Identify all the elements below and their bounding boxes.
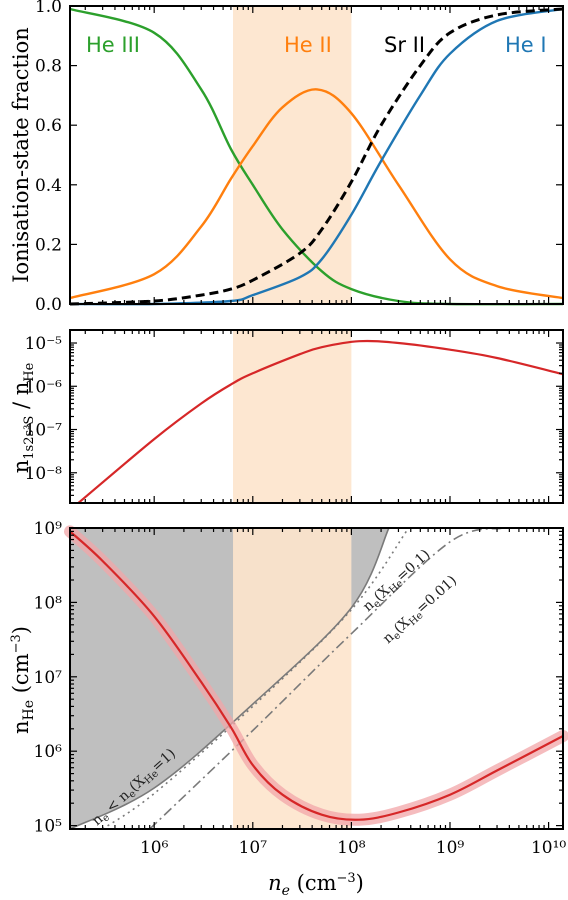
series-label-he2: He II [284,33,332,57]
y-tick-label: 10⁻⁸ [25,464,63,484]
x-tick-label: 10⁹ [436,838,465,858]
y-tick-label: 10⁻⁷ [25,421,63,441]
panel-metastable: 10⁻⁸ 10⁻⁷ 10⁻⁶ 10⁻⁵ n1s2s³S / nHe [9,329,564,504]
y-tick-label: 10⁸ [34,593,63,613]
series-label-sr2: Sr II [384,33,425,57]
x-tick-label: 10⁸ [337,838,366,858]
x-tick-label: 10⁶ [140,838,169,858]
y-tick-label: 0.0 [35,295,62,315]
axes-frame-density [69,527,564,830]
series-line-helium-density [69,530,564,821]
y-tick-label: 10⁵ [34,817,63,837]
highlight-band [233,330,352,503]
axes-frame-metastable [69,329,564,504]
series-label-he1: He I [505,33,547,57]
y-tick-label: 10⁹ [34,519,63,539]
y-tick-label: 10⁻⁵ [25,334,63,354]
x-tick-label: 10¹⁰ [531,838,566,858]
axes-frame-ionisation [69,5,564,305]
y-tick-label: 0.8 [35,57,62,77]
xlabel-density: ne (cm−3) [268,871,364,899]
panel-density: 10⁶ 10⁷ 10⁸ 10⁹ 10¹⁰ 10⁵ 10⁶ 10⁷ 10⁸ 10⁹ nHe (cm−… [9,519,568,899]
limit-curve-2 [149,527,503,830]
series-line-metastable-fraction [77,339,564,504]
y-tick-label: 10⁷ [34,668,63,688]
ylabel-density: nHe (cm−3) [9,626,37,734]
highlight-band [233,6,352,304]
y-tick-label: 0.2 [35,235,62,255]
series-line-he-ii [69,88,564,300]
x-tick-label: 10⁷ [239,838,268,858]
highlight-band [233,528,352,829]
series-label-he3: He III [86,33,140,57]
series-line-he-i [69,7,564,306]
y-tick-label: 0.4 [35,176,62,196]
ylabel-metastable: n1s2s³S / nHe [9,362,37,473]
y-tick-label: 10⁶ [34,742,63,762]
y-tick-label: 1.0 [35,0,62,17]
y-tick-label: 10⁻⁶ [25,377,63,397]
panel-ionisation: 0.0 0.2 0.4 0.6 0.8 1.0 Ionisation-state frac… [9,0,564,315]
series-line-sr-ii [69,7,564,306]
y-tick-label: 0.6 [35,116,62,136]
limit-curve-0 [69,527,390,830]
ylabel-ionisation: Ionisation-state fraction [9,27,33,283]
